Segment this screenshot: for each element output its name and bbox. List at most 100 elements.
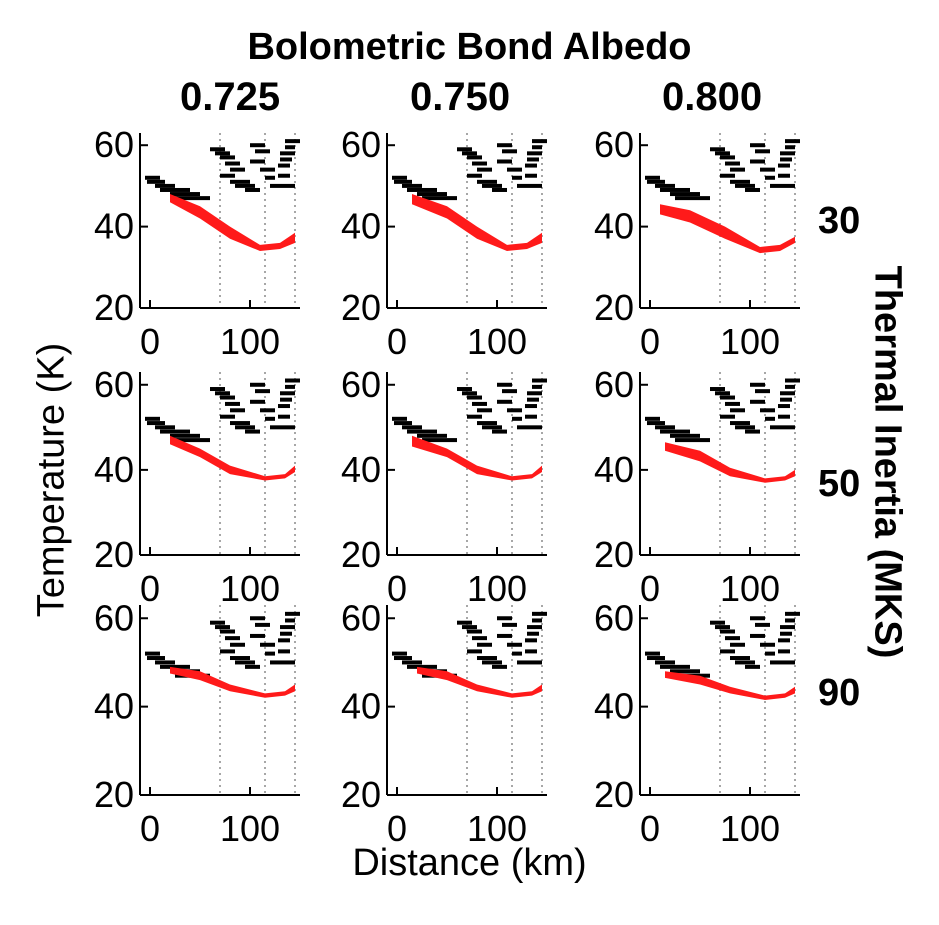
observation-bar <box>778 404 790 409</box>
y-tick-label: 20 <box>594 774 634 815</box>
observation-bar <box>655 183 675 188</box>
observation-bar <box>780 631 792 636</box>
observation-bar <box>532 145 542 150</box>
model-band <box>665 442 795 483</box>
observation-bar <box>512 416 522 421</box>
observation-bar <box>225 161 240 166</box>
observation-bar <box>245 187 260 192</box>
observation-bar <box>230 167 245 172</box>
observation-bar <box>497 382 512 387</box>
observation-bar <box>720 173 735 178</box>
observation-bar <box>285 618 295 623</box>
observation-bar <box>278 649 290 654</box>
observation-bar <box>255 149 270 154</box>
observation-bar <box>457 387 472 392</box>
panel-4: 20 40 60 0 100 <box>94 364 300 609</box>
observation-bar <box>407 187 437 192</box>
observation-bar <box>532 611 547 616</box>
observation-bar <box>647 656 665 661</box>
observation-bar <box>532 139 547 144</box>
x-tick-label: 100 <box>720 321 780 362</box>
observation-bar <box>778 414 790 419</box>
observation-bar <box>230 642 245 647</box>
observation-bar <box>145 651 160 656</box>
observation-bar <box>235 183 255 188</box>
observation-bar <box>155 183 175 188</box>
observation-bar <box>278 163 290 168</box>
observation-bar <box>250 616 265 621</box>
observation-bar <box>502 389 517 394</box>
observation-bar <box>280 631 292 636</box>
observation-bar <box>392 416 407 421</box>
x-tick-label: 100 <box>720 568 780 609</box>
observation-bar <box>755 149 770 154</box>
model-band <box>665 671 795 700</box>
observation-bar <box>467 155 482 160</box>
observation-bar <box>512 651 522 656</box>
observation-bar <box>780 157 792 162</box>
observation-bar <box>472 401 487 406</box>
observation-bar <box>225 636 240 641</box>
observation-bar <box>250 399 265 404</box>
observation-bar <box>250 143 265 148</box>
observation-bar <box>225 401 240 406</box>
observation-bar <box>402 660 422 665</box>
observation-bar <box>730 642 745 647</box>
observation-bar <box>245 664 260 669</box>
x-tick-label: 0 <box>140 568 160 609</box>
observation-bar <box>780 660 795 665</box>
observation-bar <box>210 387 225 392</box>
observation-bar <box>750 143 765 148</box>
observation-bar <box>655 660 675 665</box>
observation-bar <box>278 173 290 178</box>
observation-bar <box>145 175 160 180</box>
observation-bar <box>280 157 292 162</box>
observation-bar <box>750 633 765 638</box>
observation-bar <box>457 620 472 625</box>
model-band <box>660 204 795 254</box>
observation-bar <box>720 414 735 419</box>
x-tick-label: 0 <box>640 568 660 609</box>
observation-bar <box>497 143 512 148</box>
observation-bar <box>770 425 780 430</box>
observation-bar <box>278 404 290 409</box>
figure-title: Bolometric Bond Albedo <box>247 26 692 68</box>
observation-bar <box>720 395 735 400</box>
observation-bar <box>467 173 482 178</box>
observation-bar <box>517 183 527 188</box>
panel-2: 20 40 60 0 100 <box>341 124 547 362</box>
y-tick-label: 60 <box>341 124 381 165</box>
observation-bar <box>755 389 770 394</box>
observation-bar <box>265 175 275 180</box>
observation-bar <box>220 629 235 634</box>
panel-9: 20 40 60 0 100 <box>594 597 800 849</box>
observation-bar <box>147 656 165 661</box>
observation-bar <box>462 151 477 156</box>
observation-bar <box>497 633 512 638</box>
y-tick-label: 60 <box>594 364 634 405</box>
observation-bar <box>730 421 750 426</box>
observation-bar <box>492 429 507 434</box>
observation-bar <box>280 625 295 630</box>
observation-bar <box>285 378 300 383</box>
observation-bar <box>725 401 740 406</box>
observation-bar <box>230 421 250 426</box>
observation-bar <box>517 425 527 430</box>
observation-bar <box>147 421 165 426</box>
observation-bar <box>235 660 255 665</box>
y-tick-label: 20 <box>341 774 381 815</box>
observation-bar <box>745 429 760 434</box>
observation-bar <box>245 429 260 434</box>
observation-bar <box>525 163 537 168</box>
y-tick-label: 40 <box>341 206 381 247</box>
y-tick-label: 40 <box>94 449 134 490</box>
observation-bar <box>645 416 660 421</box>
observation-bar <box>527 425 542 430</box>
observation-bar <box>278 414 290 419</box>
observation-bar <box>778 173 790 178</box>
observation-bar <box>765 651 775 656</box>
y-tick-label: 60 <box>341 364 381 405</box>
observation-bar <box>462 625 477 630</box>
x-tick-label: 100 <box>720 808 780 849</box>
observation-bar <box>645 651 660 656</box>
